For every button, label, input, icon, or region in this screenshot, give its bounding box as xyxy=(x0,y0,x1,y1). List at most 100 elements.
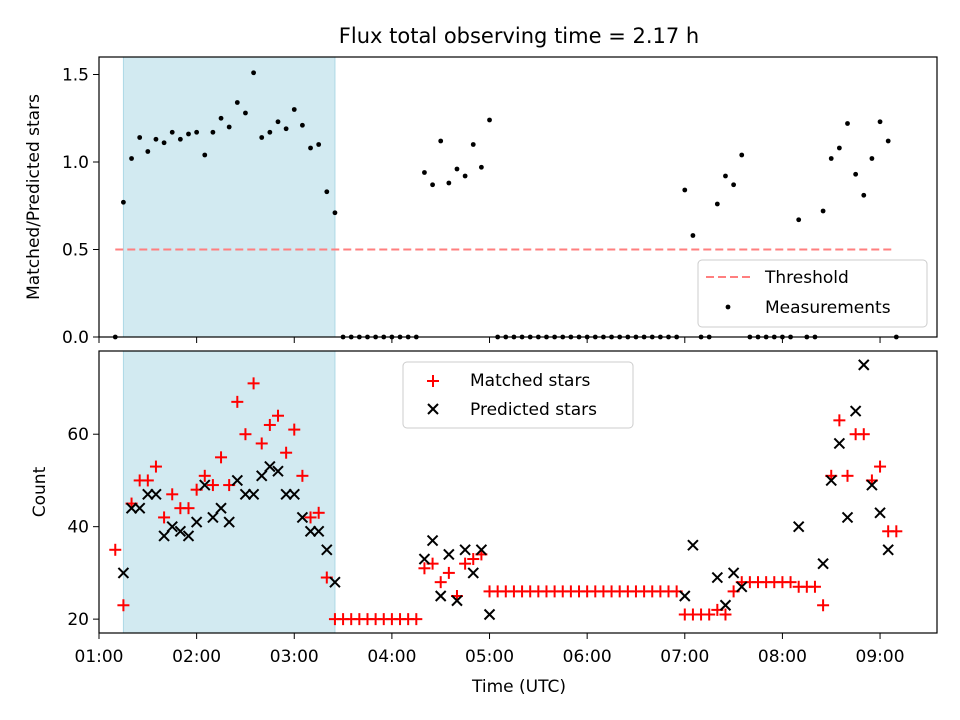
predicted-star-point xyxy=(874,507,886,519)
matched-star-point xyxy=(166,488,179,501)
bottom-plot-frame xyxy=(98,350,938,634)
measurement-point xyxy=(153,136,159,142)
matched-star-point xyxy=(459,557,472,570)
measurement-point xyxy=(478,164,484,170)
legend-matched-label: Matched stars xyxy=(470,371,590,391)
predicted-star-point xyxy=(223,516,235,528)
measurement-point xyxy=(885,138,891,144)
x-tick-label: 08:00 xyxy=(758,647,807,667)
measurement-point xyxy=(332,210,338,216)
predicted-star-point xyxy=(866,479,878,491)
matched-star-point xyxy=(719,608,732,621)
measurement-point xyxy=(308,145,313,151)
measurement-point xyxy=(186,131,191,137)
matched-star-point xyxy=(833,414,846,427)
matched-star-point xyxy=(158,511,171,524)
predicted-star-point xyxy=(418,553,431,565)
top-legend-box xyxy=(697,259,928,328)
matched-star-point xyxy=(857,428,870,441)
matched-star-point xyxy=(271,409,284,422)
measurement-point xyxy=(454,166,460,172)
matched-star-point xyxy=(312,506,325,519)
top-y-tick-label: 0.0 xyxy=(62,328,89,348)
measurement-point xyxy=(714,201,720,207)
matched-star-point xyxy=(410,613,423,626)
predicted-star-point xyxy=(858,359,870,371)
matched-star-point xyxy=(239,428,252,441)
matched-star-point xyxy=(296,469,309,482)
measurement-point xyxy=(275,119,281,125)
matched-star-point xyxy=(890,525,903,538)
measurement-point xyxy=(177,136,183,142)
predicted-star-point xyxy=(182,530,195,542)
star-count-panel: 20 40 60 01:00 02:00 03:00 04:00 05:00 06:00 07:0… xyxy=(30,350,938,697)
matched-star-point xyxy=(288,423,301,436)
matched-star-point xyxy=(442,566,455,579)
chart-title: Flux total observing time = 2.17 h xyxy=(339,24,699,48)
x-tick-label: 05:00 xyxy=(465,647,514,667)
shaded-span-bottom xyxy=(122,350,336,634)
matched-star-point xyxy=(808,580,821,593)
shaded-span-top xyxy=(122,56,336,338)
predicted-star-point xyxy=(125,502,138,514)
measurement-point xyxy=(462,173,468,179)
matched-star-point xyxy=(117,599,130,612)
predicted-star-point xyxy=(727,567,740,579)
matched-star-point xyxy=(817,599,830,612)
bottom-legend-box xyxy=(402,361,634,429)
predicted-star-point xyxy=(475,544,488,556)
measurement-point xyxy=(121,199,126,205)
measurement-point xyxy=(869,156,875,161)
x-tick-label: 07:00 xyxy=(660,647,709,667)
predicted-star-point xyxy=(833,437,846,450)
measurement-point xyxy=(470,142,476,147)
x-axis-label: Time (UTC) xyxy=(471,677,566,697)
bottom-legend: Matched stars Predicted stars xyxy=(402,361,634,429)
predicted-star-point xyxy=(483,608,496,621)
predicted-star-point xyxy=(719,599,732,611)
predicted-star-point xyxy=(256,470,268,482)
top-axis-ticks: 0.0 0.5 1.0 1.5 xyxy=(62,66,881,348)
predicted-star-point xyxy=(451,594,463,607)
top-plot-frame xyxy=(98,56,938,338)
predicted-star-point xyxy=(459,544,471,556)
matched-star-point xyxy=(280,446,293,459)
matched-star-point xyxy=(467,553,480,566)
measurement-point xyxy=(487,117,492,123)
measurement-point xyxy=(251,70,256,76)
predicted-star-point xyxy=(679,590,691,602)
predicted-star-point xyxy=(792,520,805,533)
predicted-star-point xyxy=(231,474,244,487)
x-tick-label: 01:00 xyxy=(75,647,124,667)
measurement-point xyxy=(218,115,224,121)
x-tick-label: 03:00 xyxy=(270,647,319,667)
matched-star-point xyxy=(703,608,716,621)
predicted-star-point xyxy=(849,405,862,417)
bottom-y-tick-label: 20 xyxy=(67,610,89,630)
predicted-star-point xyxy=(280,488,292,501)
measurement-point xyxy=(430,182,435,188)
top-y-tick-label: 1.0 xyxy=(62,153,89,173)
measurement-point xyxy=(731,182,737,188)
matched-star-point xyxy=(198,469,211,482)
legend-measurements-swatch xyxy=(725,304,731,310)
measurement-point xyxy=(169,129,175,135)
observing-window-top xyxy=(122,56,336,338)
observing-window-bottom xyxy=(122,350,336,634)
measurement-point xyxy=(243,110,248,116)
measurement-point xyxy=(324,189,330,195)
measurement-point xyxy=(137,135,143,140)
top-y-tick-label: 1.5 xyxy=(62,66,89,86)
legend-predicted-label: Predicted stars xyxy=(470,400,597,420)
predicted-star-point xyxy=(158,530,170,542)
matched-star-point xyxy=(874,460,887,473)
top-y-axis-label: Matched/Predicted stars xyxy=(24,94,44,300)
bottom-axis-ticks: 20 40 60 01:00 02:00 03:00 04:00 05:00 06:00 07:0… xyxy=(67,425,904,667)
measurement-point xyxy=(283,126,289,132)
measurement-point xyxy=(877,119,883,125)
predicted-star-point xyxy=(329,576,341,588)
matched-star-point xyxy=(418,562,431,575)
legend-matched-swatch xyxy=(427,375,439,387)
measurement-point xyxy=(161,140,167,146)
measurement-point xyxy=(316,142,322,147)
